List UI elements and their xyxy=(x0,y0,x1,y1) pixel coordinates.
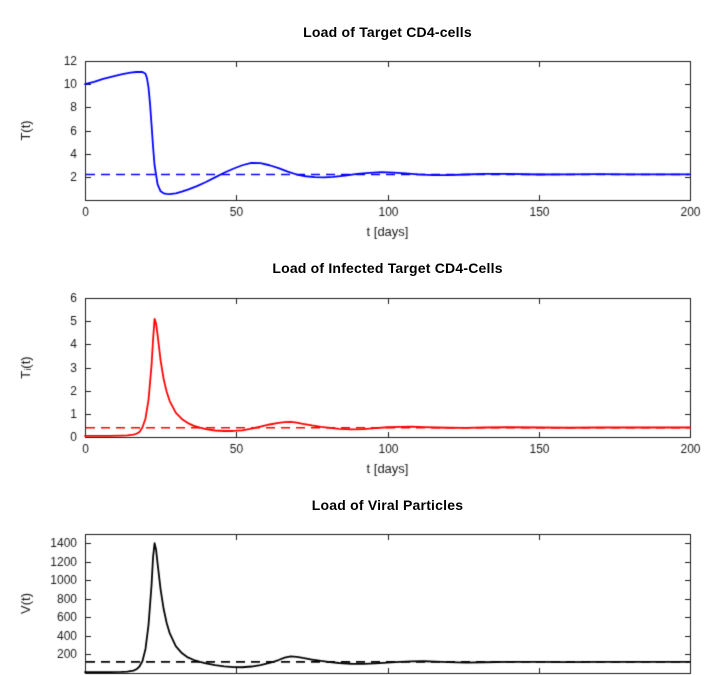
plot-canvas-infected-cd4 xyxy=(0,289,725,485)
plot-canvas-target-cd4 xyxy=(0,53,725,249)
chart-viral-particles: Load of Viral Particles xyxy=(0,485,725,675)
chart-title-infected-cd4: Load of Infected Target CD4-Cells xyxy=(272,260,503,277)
chart-title-viral-particles: Load of Viral Particles xyxy=(311,496,464,513)
plot-canvas-viral-particles xyxy=(0,526,725,675)
chart-target-cd4-cells: Load of Target CD4-cells xyxy=(0,12,725,249)
chart-infected-target-cd4-cells: Load of Infected Target CD4-Cells xyxy=(0,248,725,485)
chart-title-target-cd4: Load of Target CD4-cells xyxy=(303,23,472,40)
